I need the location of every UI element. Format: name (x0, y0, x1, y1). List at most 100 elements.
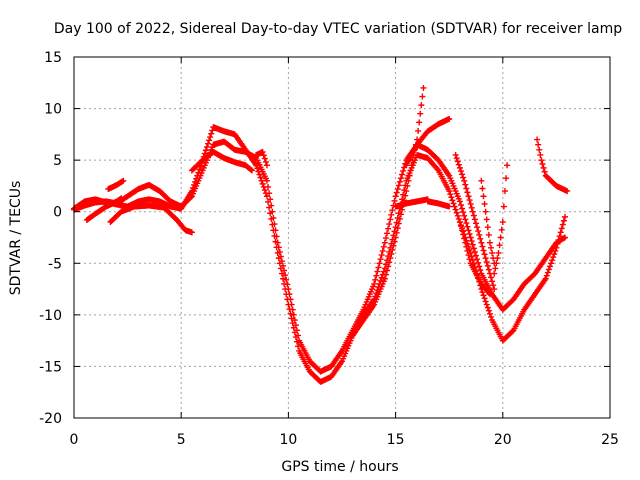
data-point (552, 247, 559, 254)
data-point (537, 151, 544, 158)
data-point (480, 247, 487, 254)
data-point (373, 272, 380, 279)
data-point (118, 195, 125, 202)
data-point (266, 204, 273, 211)
y-tick-label: -10 (39, 308, 62, 324)
data-point (392, 234, 399, 241)
data-point (386, 221, 393, 228)
data-point (539, 161, 546, 168)
data-point (501, 188, 508, 195)
data-point (475, 228, 482, 235)
data-point (260, 183, 267, 190)
data-point (390, 242, 397, 249)
data-point (283, 276, 290, 283)
data-point (385, 225, 392, 232)
data-point (285, 301, 292, 308)
data-point (120, 177, 127, 184)
data-point (389, 246, 396, 253)
data-point (278, 270, 285, 277)
data-point (450, 200, 457, 207)
data-point (394, 225, 401, 232)
data-point (498, 226, 505, 233)
data-point (453, 209, 460, 216)
data-point (254, 165, 261, 172)
data-point (446, 188, 453, 195)
data-point (492, 265, 499, 272)
data-point (474, 256, 481, 263)
data-point (259, 148, 266, 155)
data-point (274, 249, 281, 256)
data-point (469, 208, 476, 215)
data-point (486, 310, 493, 317)
data-point (557, 229, 564, 236)
data-point (392, 193, 399, 200)
data-point (464, 189, 471, 196)
data-point (480, 193, 487, 200)
data-point (462, 234, 469, 241)
series-arc-12 (452, 151, 498, 293)
data-point (194, 172, 201, 179)
data-point (397, 211, 404, 218)
data-point (260, 152, 267, 159)
data-point (553, 244, 560, 251)
data-point (461, 235, 468, 242)
data-point (538, 157, 545, 164)
data-point (457, 223, 464, 230)
data-point (545, 266, 552, 273)
data-point (253, 162, 260, 169)
data-point (415, 127, 422, 134)
data-point (482, 255, 489, 262)
data-point (457, 202, 464, 209)
data-point (446, 203, 453, 210)
data-point (377, 256, 384, 263)
data-point (462, 216, 469, 223)
data-point (207, 134, 214, 141)
data-point (479, 243, 486, 250)
plot-frame (73, 56, 611, 419)
data-point (484, 262, 491, 269)
data-point (463, 185, 470, 192)
data-point (388, 251, 395, 258)
data-point (456, 219, 463, 226)
data-point (203, 143, 210, 150)
data-point (546, 263, 553, 270)
data-point (486, 239, 493, 246)
data-point (282, 272, 289, 279)
data-point (550, 254, 557, 261)
data-point (459, 171, 466, 178)
y-tick-label: -15 (39, 359, 62, 375)
data-point (262, 158, 269, 165)
data-point (290, 324, 297, 331)
data-point (395, 220, 402, 227)
data-point (497, 234, 504, 241)
data-point (489, 249, 496, 256)
data-point (379, 247, 386, 254)
data-point (193, 175, 200, 182)
data-point (461, 177, 468, 184)
data-point (489, 278, 496, 285)
data-point (191, 181, 198, 188)
data-point (395, 182, 402, 189)
data-point (482, 298, 489, 305)
data-point (460, 231, 467, 238)
data-point (380, 268, 387, 275)
data-point (396, 215, 403, 222)
data-point (477, 266, 484, 273)
data-point (286, 306, 293, 313)
data-point (195, 169, 202, 176)
data-point (479, 185, 486, 192)
series-arc-1 (71, 138, 568, 375)
data-point (386, 259, 393, 266)
data-point (277, 265, 284, 272)
data-point (452, 151, 459, 158)
data-point (476, 263, 483, 270)
data-point (561, 234, 568, 241)
data-point (488, 244, 495, 251)
data-point (467, 234, 474, 241)
data-point (549, 257, 556, 264)
data-point (484, 224, 491, 231)
data-point (280, 275, 287, 282)
y-axis-label: SDTVAR / TECUs (8, 181, 24, 296)
data-point (287, 310, 294, 317)
y-tick-label: 0 (53, 205, 62, 221)
